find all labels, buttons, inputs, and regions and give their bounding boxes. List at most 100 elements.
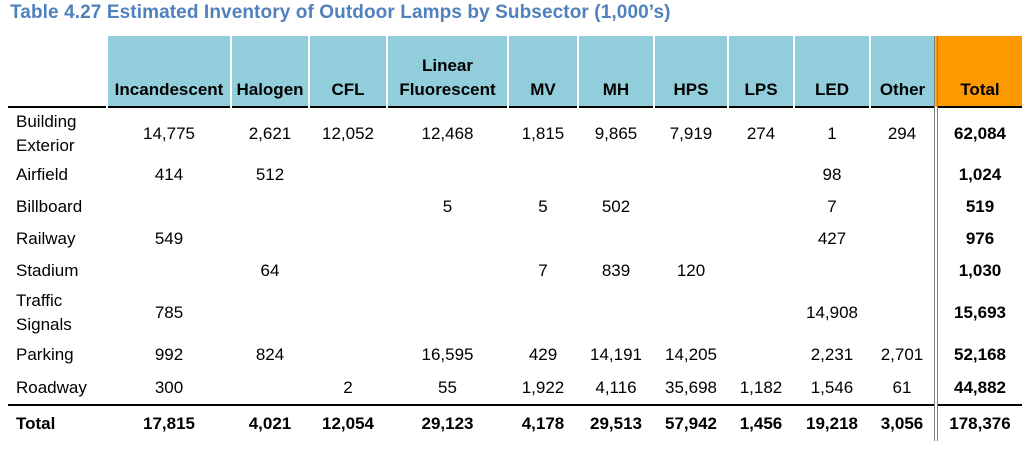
table-cell: [387, 223, 508, 255]
table-cell: [387, 159, 508, 191]
table-cell: 427: [817, 229, 847, 248]
table-cell: 1,922: [521, 377, 565, 397]
table-cell: 14,908: [806, 303, 858, 322]
table-row: Railway 549 427 976: [8, 223, 1022, 255]
table-cell: 12,468: [387, 106, 508, 159]
table-cell: 1,815: [508, 106, 578, 159]
table-row: Traffic Signals 785 14,908 15,693: [8, 287, 1022, 339]
table-cell: [309, 159, 387, 191]
table-cell: 2: [343, 377, 353, 397]
column-header-hps: HPS: [653, 36, 728, 107]
table-cell: [870, 191, 936, 223]
table-cell: 57,942: [654, 404, 728, 441]
table-title: Table 4.27 Estimated Inventory of Outdoo…: [10, 2, 671, 23]
header-row: Incandescent Halogen CFL Linear Fluorescent…: [8, 36, 1022, 107]
column-header-mv: MV: [507, 36, 578, 107]
table-cell: [508, 159, 578, 191]
table-cell: 1: [794, 106, 870, 159]
table-cell: 274: [728, 106, 794, 159]
table-cell: 7: [538, 261, 548, 280]
table-cell: 7: [827, 197, 837, 216]
column-header-incandescent: Incandescent: [106, 36, 231, 107]
table-cell: [309, 255, 387, 287]
table-cell: [870, 287, 936, 339]
column-header-halogen: Halogen: [230, 36, 309, 107]
table-cell: [870, 255, 936, 287]
table-cell: 12,052: [309, 106, 387, 159]
table-cell: [508, 223, 578, 255]
table-cell: 61: [892, 377, 912, 397]
table-cell: [728, 255, 794, 287]
table-cell: [387, 255, 508, 287]
column-header-led: LED: [793, 36, 870, 107]
table-cell: [578, 223, 654, 255]
table-cell: [309, 191, 387, 223]
row-total-cell: 178,376: [934, 404, 1022, 441]
table-cell: [654, 223, 728, 255]
row-total-cell: 52,168: [934, 339, 1022, 371]
row-label: Railway: [16, 229, 76, 248]
row-total-cell: 519: [934, 191, 1022, 223]
table-cell: [728, 159, 794, 191]
table-cell: 414: [154, 165, 184, 184]
table-cell: [578, 287, 654, 339]
table-cell: [107, 191, 231, 223]
table-cell: 120: [676, 261, 706, 280]
table-cell: 4,116: [595, 377, 637, 397]
row-label: Roadway: [16, 377, 87, 397]
table-row: Parking 992 824 16,595 429 14,191 14,205 2,231 2…: [8, 339, 1022, 371]
table-cell: 29,123: [387, 404, 508, 441]
table-cell: 9,865: [578, 106, 654, 159]
table-cell: 98: [822, 165, 842, 184]
table-body: Building Exterior 14,775 2,621 12,052 12,468…: [8, 106, 1022, 441]
header-corner: [8, 36, 107, 107]
table-cell: 14,775: [107, 106, 231, 159]
row-label: Airfield: [16, 165, 68, 184]
row-label: Parking: [16, 345, 74, 364]
row-total-cell: 44,882: [934, 371, 1022, 405]
row-total-cell: 1,030: [934, 255, 1022, 287]
row-total-cell: 62,084: [934, 106, 1022, 159]
table-cell: [231, 371, 309, 405]
table-cell: [578, 159, 654, 191]
table-cell: 5: [442, 197, 453, 216]
table-cell: [870, 223, 936, 255]
table-cell: [387, 287, 508, 339]
row-label: Building Exterior: [8, 106, 107, 159]
table-cell: 7,919: [654, 106, 728, 159]
table-cell: 14,191: [590, 345, 642, 364]
table-cell: [870, 159, 936, 191]
table-cell: [309, 287, 387, 339]
row-total-cell: 1,024: [934, 159, 1022, 191]
row-label: Traffic Signals: [16, 291, 72, 334]
table-cell: 4,178: [508, 404, 578, 441]
table-cell: 294: [870, 106, 936, 159]
column-header-other: Other: [869, 36, 936, 107]
table-cell: 64: [260, 261, 280, 280]
column-header-total: Total: [934, 36, 1022, 107]
table-cell: [728, 287, 794, 339]
table-cell: [107, 255, 231, 287]
table-cell: [654, 287, 728, 339]
table-cell: 512: [255, 165, 285, 184]
row-total-cell: 15,693: [934, 287, 1022, 339]
table-cell: 502: [601, 197, 631, 216]
table-cell: 4,021: [231, 404, 309, 441]
table-cell: 3,056: [870, 404, 936, 441]
table-cell: [654, 159, 728, 191]
row-label: Total: [8, 404, 107, 441]
row-label: Billboard: [16, 197, 83, 216]
table-cell: 1,456: [728, 404, 794, 441]
table-cell: [794, 255, 870, 287]
table-cell: [728, 223, 794, 255]
table-cell: [309, 223, 387, 255]
table-cell: [231, 223, 309, 255]
table-cell: 35,698: [665, 377, 717, 397]
table-cell: 55: [438, 377, 457, 397]
table-cell: 16,595: [421, 345, 474, 364]
table-cell: 5: [538, 197, 548, 216]
table-cell: 992: [154, 345, 184, 364]
table-cell: 2,621: [231, 106, 309, 159]
table-cell: 1,546: [810, 377, 854, 397]
column-header-cfl: CFL: [308, 36, 387, 107]
